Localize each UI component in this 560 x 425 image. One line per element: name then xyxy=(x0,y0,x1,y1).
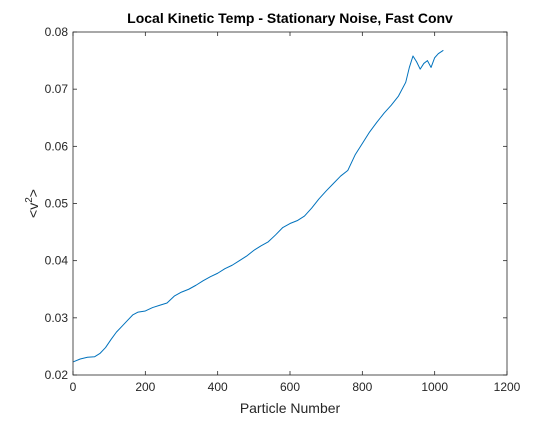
y-axis-label-base: <v xyxy=(25,203,41,218)
x-axis-label: Particle Number xyxy=(240,400,341,416)
x-tick-label: 0 xyxy=(70,380,77,394)
y-tick-label: 0.08 xyxy=(45,25,69,39)
x-tick-label: 1000 xyxy=(421,380,448,394)
y-tick-label: 0.04 xyxy=(45,254,69,268)
x-tick-label: 1200 xyxy=(494,380,521,394)
series-line xyxy=(73,49,444,363)
y-tick-label: 0.03 xyxy=(45,311,69,325)
y-tick-label: 0.07 xyxy=(45,82,69,96)
y-axis-label-superscript: 2 xyxy=(24,197,35,203)
y-axis-label-end: > xyxy=(25,189,41,197)
chart-title: Local Kinetic Temp - Stationary Noise, F… xyxy=(127,10,453,26)
x-axis-ticks: 0 200 400 600 800 1000 1200 xyxy=(70,32,521,394)
x-tick-label: 200 xyxy=(135,380,155,394)
y-tick-label: 0.02 xyxy=(45,368,69,382)
y-axis-ticks: 0.02 0.03 0.04 0.05 0.06 0.07 0.08 xyxy=(45,25,507,382)
y-tick-label: 0.06 xyxy=(45,139,69,153)
series-layer xyxy=(73,49,444,363)
x-tick-label: 400 xyxy=(208,380,228,394)
x-tick-label: 600 xyxy=(280,380,300,394)
y-tick-label: 0.05 xyxy=(45,197,69,211)
plot-area xyxy=(73,32,507,375)
x-tick-label: 800 xyxy=(352,380,372,394)
y-axis-label: <v2> xyxy=(24,189,41,218)
